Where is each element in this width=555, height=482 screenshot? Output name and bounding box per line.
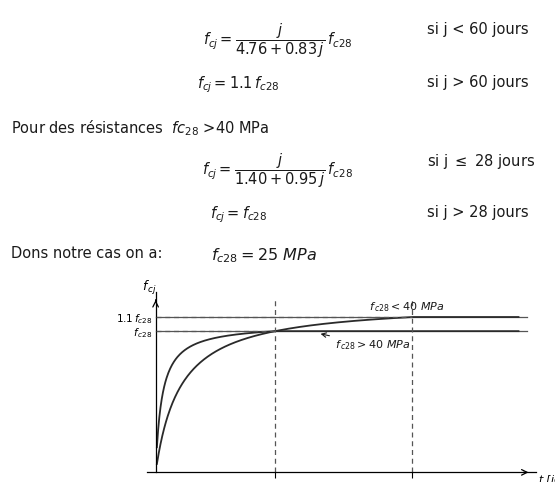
Text: $t$ [jours]: $t$ [jours]: [538, 473, 555, 482]
Text: si j > 28 jours: si j > 28 jours: [427, 205, 529, 220]
Text: Dons notre cas on a:: Dons notre cas on a:: [11, 246, 163, 261]
Text: Pour des résistances  $fc_{28}$ >40 MPa: Pour des résistances $fc_{28}$ >40 MPa: [11, 118, 270, 138]
Text: $f_{cj} = \dfrac{j}{1.40 + 0.95\,j}\, f_{c28}$: $f_{cj} = \dfrac{j}{1.40 + 0.95\,j}\, f_…: [202, 152, 353, 190]
Text: $f_{cj} = \dfrac{j}{4.76 + 0.83\,j}\, f_{c28}$: $f_{cj} = \dfrac{j}{4.76 + 0.83\,j}\, f_…: [203, 22, 352, 60]
Text: $f_{c28} = 25\ MPa$: $f_{c28} = 25\ MPa$: [211, 246, 317, 265]
Text: si j < 60 jours: si j < 60 jours: [427, 22, 529, 37]
Text: $f_{\,c28} > 40\ MPa$: $f_{\,c28} > 40\ MPa$: [322, 333, 410, 352]
Text: $f_{\,c28} < 40\ MPa$: $f_{\,c28} < 40\ MPa$: [369, 300, 445, 314]
Text: si j > 60 jours: si j > 60 jours: [427, 75, 529, 90]
Text: $f_{\,cj}$: $f_{\,cj}$: [142, 279, 157, 296]
Text: $f_{cj} = 1.1\,f_{c28}$: $f_{cj} = 1.1\,f_{c28}$: [197, 75, 280, 95]
Text: $f_{cj} = f_{c28}$: $f_{cj} = f_{c28}$: [210, 205, 267, 226]
Text: si j $\leq$ 28 jours: si j $\leq$ 28 jours: [427, 152, 536, 171]
